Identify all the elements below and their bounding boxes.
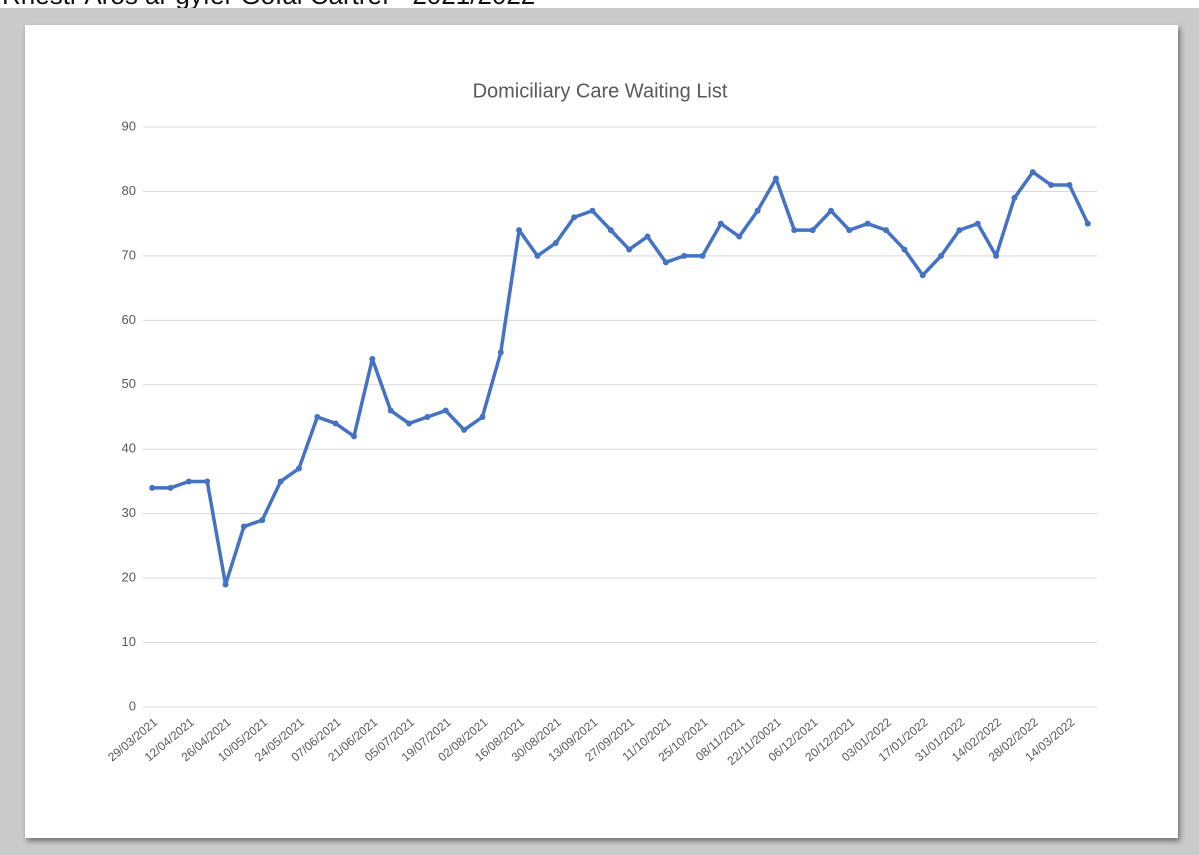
y-tick-label: 10 (122, 634, 136, 649)
point (424, 414, 431, 420)
point (350, 433, 357, 440)
point (1029, 169, 1036, 176)
point (699, 252, 706, 259)
point (277, 478, 284, 485)
point (827, 207, 834, 214)
point (662, 259, 669, 266)
point (222, 581, 229, 588)
point (754, 207, 761, 214)
point (461, 426, 468, 433)
point (883, 227, 890, 234)
point (589, 207, 596, 214)
point (314, 414, 321, 420)
point (919, 272, 926, 279)
point (974, 220, 981, 227)
point (993, 252, 1000, 259)
y-tick-label: 30 (122, 505, 136, 520)
point (240, 523, 247, 530)
point (204, 478, 211, 485)
point (259, 517, 266, 524)
y-tick-label: 60 (122, 312, 136, 327)
point (772, 175, 779, 182)
point (149, 484, 156, 491)
caption-strip: Rhestr Aros ar gyfer Gofal Cartref - 202… (0, 0, 1199, 8)
y-tick-label: 50 (122, 376, 136, 391)
y-tick-label: 0 (129, 698, 136, 713)
point (516, 227, 523, 234)
point (497, 349, 504, 356)
point (607, 227, 614, 234)
point (185, 478, 192, 485)
point (479, 414, 486, 420)
point (901, 246, 908, 253)
point (167, 484, 174, 491)
point (938, 252, 945, 259)
line (152, 170, 1090, 587)
point (644, 233, 651, 240)
point (846, 227, 853, 234)
point (406, 420, 413, 427)
caption: Rhestr Aros ar gyfer Gofal Cartref - 202… (2, 0, 535, 8)
y-tick-label: 70 (122, 247, 136, 262)
y-tick-label: 40 (122, 441, 136, 456)
y-tick-label: 90 (122, 118, 136, 133)
point (809, 227, 816, 234)
point (571, 214, 578, 221)
point (626, 246, 633, 253)
point (295, 465, 302, 472)
point (791, 227, 798, 234)
point (332, 420, 339, 427)
point (864, 220, 871, 227)
point (387, 407, 394, 414)
point (442, 407, 449, 414)
point (1048, 182, 1055, 188)
point (1011, 194, 1018, 201)
chart-panel (25, 25, 1178, 838)
point (1066, 182, 1073, 188)
point (534, 252, 541, 259)
y-tick-label: 20 (122, 570, 136, 585)
chart-title: Domiciliary Care Waiting List (473, 80, 728, 102)
point (681, 252, 688, 259)
point (552, 240, 559, 246)
point (369, 356, 376, 362)
point (956, 227, 963, 234)
point (1084, 220, 1091, 227)
y-tick-label: 80 (122, 183, 136, 198)
point (736, 233, 743, 240)
point (717, 220, 724, 227)
